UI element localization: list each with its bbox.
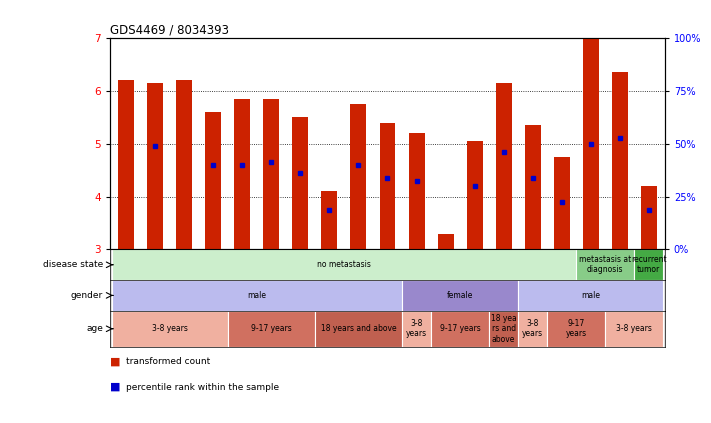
Bar <box>176 80 192 250</box>
Bar <box>583 38 599 250</box>
Bar <box>554 157 570 250</box>
Text: ■: ■ <box>110 357 121 367</box>
Bar <box>351 104 366 250</box>
Bar <box>576 250 634 280</box>
Text: 3-8
years: 3-8 years <box>406 319 427 338</box>
Bar <box>641 186 657 250</box>
Text: 18 yea
rs and
above: 18 yea rs and above <box>491 314 516 343</box>
Bar <box>263 99 279 250</box>
Bar <box>205 112 221 250</box>
Text: percentile rank within the sample: percentile rank within the sample <box>126 382 279 392</box>
Bar <box>402 280 518 311</box>
Bar <box>431 311 489 347</box>
Bar <box>380 123 395 250</box>
Text: disease state: disease state <box>43 260 103 269</box>
Bar <box>518 311 547 347</box>
Bar <box>409 133 424 250</box>
Text: male: male <box>247 291 267 300</box>
Bar <box>118 80 134 250</box>
Bar <box>112 280 402 311</box>
Bar <box>525 125 540 250</box>
Text: no metastasis: no metastasis <box>317 260 371 269</box>
Bar <box>147 83 164 250</box>
Bar <box>605 311 663 347</box>
Bar <box>112 311 228 347</box>
Bar <box>611 72 628 250</box>
Text: male: male <box>582 291 600 300</box>
Text: female: female <box>447 291 474 300</box>
Bar <box>518 280 663 311</box>
Text: 3-8 years: 3-8 years <box>151 324 188 333</box>
Bar <box>466 141 483 250</box>
Bar <box>496 83 512 250</box>
Bar <box>235 99 250 250</box>
Text: age: age <box>86 324 103 333</box>
Bar <box>321 191 338 250</box>
Text: transformed count: transformed count <box>126 357 210 366</box>
Bar <box>489 311 518 347</box>
Bar <box>437 233 454 250</box>
Bar <box>547 311 605 347</box>
Bar <box>402 311 431 347</box>
Text: metastasis at
diagnosis: metastasis at diagnosis <box>579 255 631 275</box>
Text: 3-8
years: 3-8 years <box>522 319 543 338</box>
Text: 3-8 years: 3-8 years <box>616 324 652 333</box>
Bar <box>228 311 315 347</box>
Bar <box>292 117 309 250</box>
Text: 9-17 years: 9-17 years <box>439 324 481 333</box>
Bar <box>112 250 576 280</box>
Bar <box>315 311 402 347</box>
Text: GDS4469 / 8034393: GDS4469 / 8034393 <box>110 24 229 37</box>
Text: gender: gender <box>71 291 103 300</box>
Text: ■: ■ <box>110 382 121 392</box>
Text: 18 years and above: 18 years and above <box>321 324 396 333</box>
Text: recurrent
tumor: recurrent tumor <box>631 255 667 275</box>
Text: 9-17
years: 9-17 years <box>566 319 587 338</box>
Bar <box>634 250 663 280</box>
Text: 9-17 years: 9-17 years <box>251 324 292 333</box>
